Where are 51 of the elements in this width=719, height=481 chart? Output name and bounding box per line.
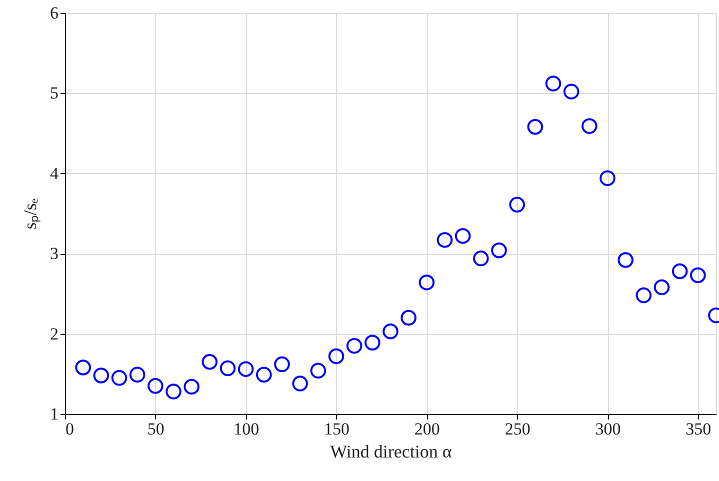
y-axis-title: sₚ/sₑ xyxy=(20,198,41,230)
x-tick-label: 100 xyxy=(234,420,260,438)
point xyxy=(582,118,598,134)
point xyxy=(654,279,670,296)
y-tick-label: 5 xyxy=(50,84,58,103)
point xyxy=(545,76,562,92)
point xyxy=(418,274,435,290)
x-tick-label: 200 xyxy=(414,420,440,438)
y-tick-label: 3 xyxy=(50,244,58,264)
x-axis-title: Wind direction α xyxy=(330,442,452,462)
point xyxy=(111,370,128,386)
point xyxy=(328,348,344,364)
x-tick-label: 50 xyxy=(147,420,164,438)
point xyxy=(238,361,254,377)
y-tick-label: 4 xyxy=(50,164,59,183)
point xyxy=(382,324,398,340)
point xyxy=(184,378,200,395)
point xyxy=(346,338,362,354)
x-tick-label: 350 xyxy=(686,420,712,438)
point xyxy=(636,287,652,304)
point xyxy=(220,360,236,376)
y-tick-label: 2 xyxy=(50,324,58,344)
point xyxy=(166,384,182,400)
point xyxy=(436,232,453,248)
x-tick-label: 150 xyxy=(324,420,350,438)
y-tick-label: 6 xyxy=(50,4,58,22)
x-tick-label: 0 xyxy=(66,420,74,438)
point xyxy=(75,360,91,376)
point xyxy=(129,366,146,383)
point xyxy=(454,228,471,244)
point xyxy=(93,368,110,384)
point xyxy=(292,376,308,392)
point xyxy=(491,242,507,258)
point xyxy=(364,334,380,350)
point xyxy=(618,252,634,268)
point xyxy=(202,354,218,370)
x-tick-label: 300 xyxy=(595,420,621,438)
point xyxy=(563,84,580,100)
point xyxy=(690,267,706,284)
point xyxy=(256,366,272,383)
point xyxy=(600,170,616,186)
point xyxy=(672,263,688,280)
point xyxy=(310,362,326,379)
y-tick-label: 1 xyxy=(50,404,58,424)
point xyxy=(274,356,290,372)
point xyxy=(400,310,416,326)
point xyxy=(148,378,164,394)
point xyxy=(527,119,544,135)
point xyxy=(473,250,489,266)
point xyxy=(509,196,525,213)
x-tick-label: 250 xyxy=(504,420,530,438)
